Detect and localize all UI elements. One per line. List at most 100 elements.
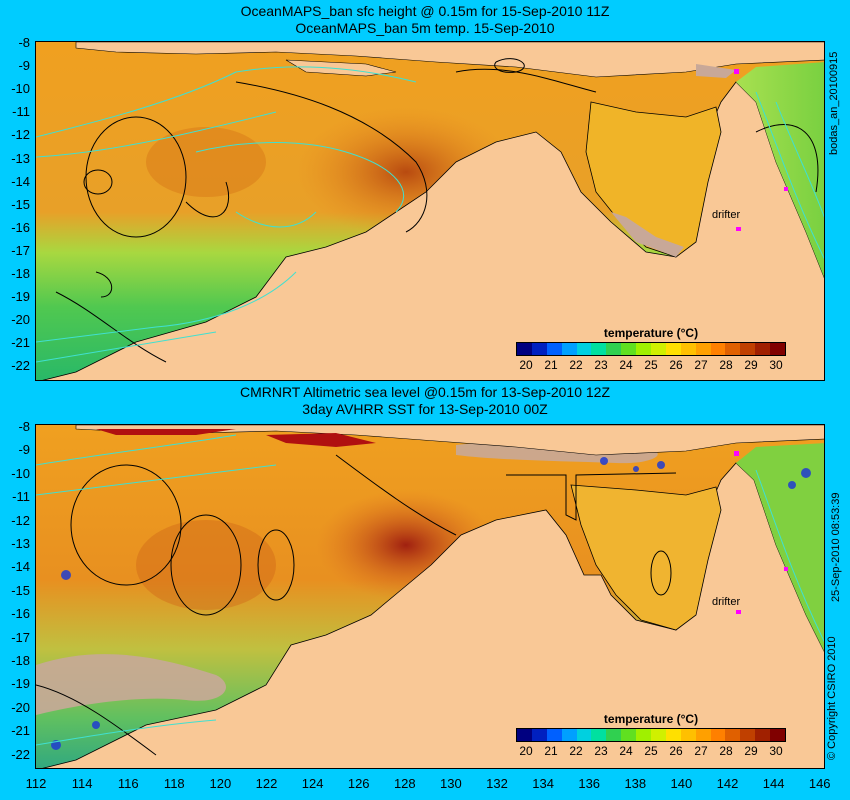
colorbar-tick-label: 30 [769, 744, 783, 758]
bottom-colorbar-title: temperature (°C) [603, 712, 699, 726]
x-tick-label: 114 [71, 776, 93, 791]
bottom-y-tick-label: -19 [11, 676, 30, 692]
top-y-tick-label: -15 [11, 196, 30, 212]
top-y-tick-label: -9 [18, 58, 30, 74]
top-colorbar-strip [516, 342, 786, 356]
colorbar-tick-label: 26 [669, 744, 683, 758]
colorbar-swatch [755, 343, 771, 355]
x-tick-label: 126 [347, 776, 370, 791]
bottom-title-line1: CMRNRT Altimetric sea level @0.15m for 1… [239, 384, 611, 400]
bottom-y-tick-label: -9 [18, 442, 30, 458]
bottom-map-panel [35, 424, 825, 769]
colorbar-tick-label: 25 [644, 358, 658, 372]
top-y-tick-label: -16 [11, 219, 30, 235]
top-y-tick-label: -22 [11, 358, 30, 374]
x-tick-label: 118 [163, 776, 185, 791]
colorbar-tick-label: 29 [744, 744, 758, 758]
colorbar-swatch [725, 343, 741, 355]
top-drifter-markers [734, 69, 788, 231]
colorbar-swatch [606, 729, 622, 741]
top-colorbar: temperature (°C) 20 21 22 23 24 25 26 27 28 29 30 [516, 326, 786, 372]
top-map-panel [35, 41, 825, 381]
colorbar-swatch [561, 343, 577, 355]
colorbar-swatch [606, 343, 622, 355]
top-northern-islands [75, 42, 824, 78]
bottom-y-tick-label: -11 [12, 489, 30, 505]
colorbar-swatch [576, 729, 592, 741]
top-title-line2: OceanMAPS_ban 5m temp. 15-Sep-2010 [295, 20, 555, 36]
x-tick-label: 140 [670, 776, 693, 791]
colorbar-tick-label: 23 [594, 744, 608, 758]
colorbar-swatch [755, 729, 771, 741]
bottom-y-tick-label: -16 [11, 606, 30, 622]
x-tick-label: 142 [716, 776, 739, 791]
colorbar-swatch [621, 343, 637, 355]
colorbar-swatch [710, 729, 726, 741]
bottom-y-tick-label: -15 [11, 582, 30, 598]
colorbar-tick-label: 23 [594, 358, 608, 372]
colorbar-tick-label: 21 [544, 744, 558, 758]
bottom-y-tick-label: -13 [11, 536, 30, 551]
colorbar-swatch [531, 343, 547, 355]
x-tick-label: 136 [578, 776, 601, 791]
x-tick-label: 116 [117, 776, 139, 791]
bottom-colorbar-ticks: 20 21 22 23 24 25 26 27 28 29 30 [516, 742, 786, 758]
colorbar-tick-label: 29 [744, 358, 758, 372]
bottom-drifter-label: drifter [712, 596, 741, 608]
colorbar-swatch [770, 729, 786, 741]
colorbar-tick-label: 27 [694, 358, 708, 372]
colorbar-swatch [517, 729, 532, 741]
x-tick-label: 128 [393, 776, 416, 791]
top-y-tick-label: -8 [18, 35, 30, 50]
top-side-label: bodas_an_20100915 [828, 51, 840, 155]
colorbar-swatch [517, 343, 532, 355]
colorbar-swatch [561, 729, 577, 741]
colorbar-swatch [621, 729, 637, 741]
top-colorbar-title: temperature (°C) [603, 326, 699, 340]
x-tick-label: 144 [762, 776, 785, 791]
top-coral-sea [736, 62, 824, 277]
top-y-tick-label: -13 [11, 150, 30, 166]
bottom-colorbar-strip [516, 728, 786, 742]
top-y-tick-label: -18 [11, 266, 30, 281]
top-drifter-label: drifter [712, 209, 741, 221]
colorbar-tick-label: 22 [569, 744, 583, 758]
colorbar-swatch [591, 729, 607, 741]
x-tick-label: 132 [486, 776, 508, 791]
copyright-label: © Copyright CSIRO 2010 [826, 636, 838, 760]
colorbar-tick-label: 24 [619, 744, 633, 758]
colorbar-tick-label: 21 [544, 358, 558, 372]
top-y-tick-label: -19 [11, 289, 30, 305]
x-tick-label: 122 [255, 776, 278, 791]
bottom-y-tick-label: -14 [11, 559, 30, 575]
colorbar-tick-label: 20 [519, 744, 533, 758]
top-y-tick-label: -10 [11, 81, 30, 97]
colorbar-tick-label: 28 [719, 358, 733, 372]
colorbar-swatch [636, 343, 652, 355]
bottom-y-tick-label: -21 [11, 723, 30, 739]
bottom-y-tick-label: -12 [11, 512, 30, 528]
colorbar-swatch [546, 343, 562, 355]
colorbar-tick-label: 30 [769, 358, 783, 372]
colorbar-swatch [710, 343, 726, 355]
colorbar-tick-label: 22 [569, 358, 583, 372]
colorbar-swatch [531, 729, 547, 741]
bottom-side-label: 25-Sep-2010 08:53:39 [830, 492, 842, 602]
bottom-gulf-of-carpentaria [570, 484, 722, 631]
colorbar-tick-label: 25 [644, 744, 658, 758]
colorbar-swatch [740, 729, 756, 741]
colorbar-swatch [546, 729, 562, 741]
bottom-y-tick-label: -22 [11, 746, 30, 762]
top-title-line1: OceanMAPS_ban sfc height @ 0.15m for 15-… [240, 3, 610, 19]
x-tick-label: 130 [440, 776, 462, 791]
bottom-y-tick-label: -18 [11, 653, 30, 668]
colorbar-swatch [725, 729, 741, 741]
colorbar-swatch [680, 729, 696, 741]
top-y-tick-label: -20 [11, 312, 30, 328]
colorbar-swatch [651, 343, 666, 355]
colorbar-swatch [740, 343, 756, 355]
x-tick-label: 120 [209, 776, 232, 791]
colorbar-swatch [591, 343, 607, 355]
colorbar-tick-label: 26 [669, 358, 683, 372]
bottom-y-tick-label: -17 [11, 629, 30, 645]
